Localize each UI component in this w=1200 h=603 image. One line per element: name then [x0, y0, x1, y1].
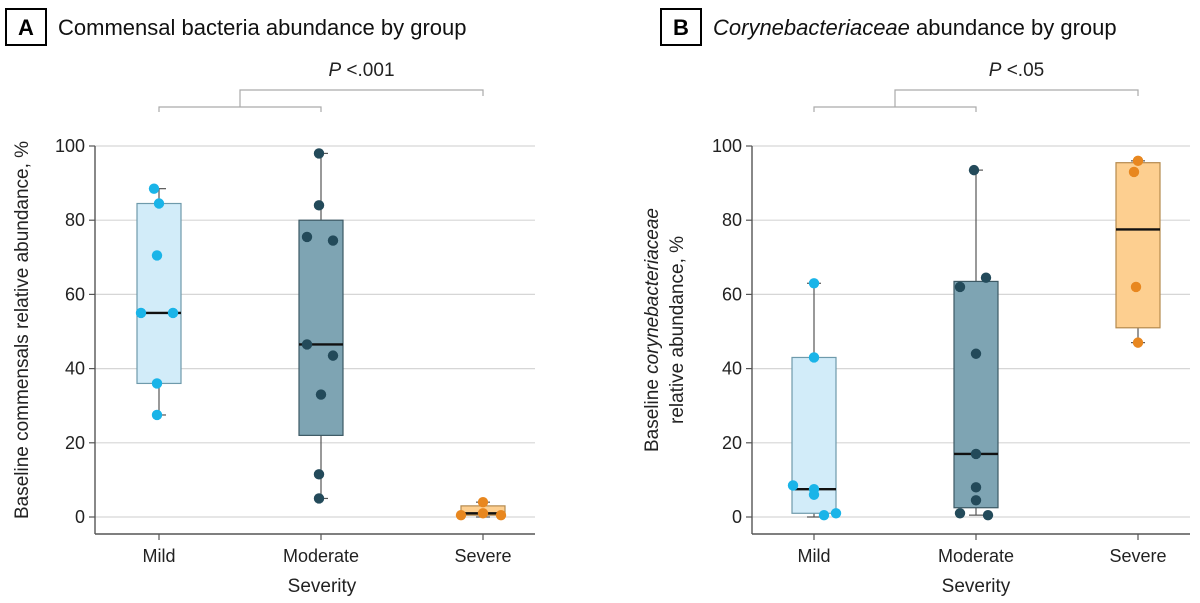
panel-a-data-point — [151, 409, 163, 421]
panel-a-data-point — [477, 508, 489, 519]
panel-a-ytick-label: 60 — [65, 284, 85, 304]
panel-b-ytick-label: 0 — [732, 507, 742, 527]
panel-b-xtick-label-severe: Severe — [1109, 546, 1166, 566]
panel-b-data-point — [818, 509, 830, 521]
panel-b-data-point — [980, 272, 992, 283]
panel-a-data-point — [313, 469, 325, 480]
panel-a-xtick-label-moderate: Moderate — [283, 546, 359, 566]
panel-b-ytick-label: 20 — [722, 433, 742, 453]
panel-a-letter-box — [5, 8, 47, 46]
panel-b-p-value: P <.05 — [989, 60, 1044, 81]
panel-b-ytick-label: 60 — [722, 284, 742, 304]
panel-b-xtick-label-mild: Mild — [797, 546, 830, 566]
panel-b-iqr-box — [953, 280, 999, 509]
panel-b-box-moderate — [953, 164, 999, 521]
panel-a-p-value-text: <.001 — [341, 60, 394, 81]
panel-b-bracket-left — [813, 106, 977, 112]
panel-b-iqr-box — [1115, 162, 1161, 329]
panel-a-data-point — [495, 509, 507, 521]
panel-a-data-point — [315, 389, 327, 400]
panel-a-data-point — [313, 200, 325, 211]
panel-a-data-point — [313, 148, 325, 159]
panel-a-ytick-label: 20 — [65, 433, 85, 453]
panel-b-data-point — [808, 489, 820, 500]
panel-a-data-point — [313, 493, 325, 504]
panel-b-data-point — [1130, 281, 1142, 293]
panel-a-chart: 0 20 40 60 80 100 Mild Moderate Severe P <.001 — [55, 60, 535, 566]
panel-b-data-point — [970, 348, 982, 359]
panel-a-box-mild — [135, 183, 182, 421]
panel-a-significance-bracket — [158, 89, 484, 112]
panel-a-p-value: P <.001 — [328, 60, 394, 81]
panel-b-data-point — [970, 448, 982, 460]
panel-a-title: Commensal bacteria abundance by group — [58, 15, 466, 40]
panel-a-ytick-label: 0 — [75, 507, 85, 527]
panel-b-data-point — [808, 278, 820, 289]
panel-b-p-value-italic: P — [989, 60, 1002, 81]
panel-b-data-point — [970, 495, 982, 506]
panel-b-xtick-label-moderate: Moderate — [938, 546, 1014, 566]
panel-a-data-point — [327, 235, 339, 246]
panel-b-data-point — [1132, 155, 1144, 167]
panel-a-header: A Commensal bacteria abundance by group — [5, 8, 466, 46]
panel-b-ytick-label: 80 — [722, 210, 742, 230]
panel-a-data-point — [327, 350, 339, 361]
panel-a-data-point — [455, 509, 467, 521]
panel-b-title-italic: Corynebacteriaceae — [713, 15, 910, 40]
panel-a-xtick-label-severe: Severe — [454, 546, 511, 566]
panel-a-data-point — [151, 250, 163, 261]
panel-b-data-point — [830, 508, 842, 519]
panel-b-bracket-main — [894, 89, 1139, 107]
panel-b-ylabel: Baseline corynebacteriaceae — [642, 208, 663, 452]
panel-b-box-severe — [1115, 155, 1161, 348]
panel-a-data-point — [151, 378, 163, 389]
panel-a-data-point — [135, 307, 147, 319]
panel-a-p-value-italic: P — [328, 60, 341, 81]
panel-b-title-rest: abundance by group — [910, 15, 1117, 40]
panel-a-data-point — [153, 198, 165, 209]
panel-b-data-point — [982, 509, 994, 521]
panel-a-bracket-main — [239, 89, 484, 107]
panel-b-header: B Corynebacteriaceae abundance by group — [660, 8, 1117, 46]
panel-a-box-severe — [455, 496, 507, 521]
panel-a-xlabel: Severity — [288, 576, 357, 597]
panel-a-data-point — [477, 496, 489, 508]
panel-a-box-moderate — [298, 148, 344, 504]
panel-b-title: Corynebacteriaceae abundance by group — [713, 15, 1117, 40]
panel-a-data-point — [301, 231, 313, 243]
panel-a-data-point — [301, 339, 313, 350]
panel-a-ytick-label: 100 — [55, 136, 85, 156]
panel-a-data-point — [167, 307, 179, 319]
panel-b-ylabel-line1: Baseline — [642, 374, 663, 452]
panel-a-xtick-label-mild: Mild — [142, 546, 175, 566]
panel-b-data-point — [808, 352, 820, 363]
panel-b-data-point — [787, 480, 799, 491]
panel-b-data-point — [954, 508, 966, 519]
panel-b-xlabel: Severity — [942, 576, 1011, 597]
panel-b-data-point — [954, 281, 966, 293]
panel-b-box-mild — [787, 278, 842, 521]
panel-b-data-point — [1128, 166, 1140, 178]
panel-b-ylabel-line1-italic: corynebacteriaceae — [642, 208, 663, 374]
panel-b-data-point — [968, 164, 980, 176]
panel-a-ytick-label: 40 — [65, 359, 85, 379]
panel-b-letter-box — [660, 8, 702, 46]
panel-b-chart: 0 20 40 60 80 100 Mild Moderate Severe P <.05 — [712, 60, 1190, 566]
panel-b-ylabel-line2: relative abundance, % — [667, 236, 688, 424]
panel-a-iqr-box — [136, 202, 182, 385]
panel-b-ytick-label: 100 — [712, 136, 742, 156]
panel-a-ytick-label: 80 — [65, 210, 85, 230]
panel-a-letter: A — [18, 15, 34, 40]
panel-b-significance-bracket — [813, 89, 1139, 112]
panel-b-data-point — [1132, 337, 1144, 348]
panel-a-bracket-left — [158, 106, 322, 112]
panel-a-ylabel: Baseline commensals relative abundance, … — [12, 141, 33, 519]
panel-b-ytick-label: 40 — [722, 359, 742, 379]
panel-b-data-point — [970, 482, 982, 493]
panel-b-p-value-text: <.05 — [1001, 60, 1044, 81]
panel-b-letter: B — [673, 15, 689, 40]
panel-a-data-point — [148, 183, 160, 194]
panel-a-iqr-box — [298, 219, 344, 436]
